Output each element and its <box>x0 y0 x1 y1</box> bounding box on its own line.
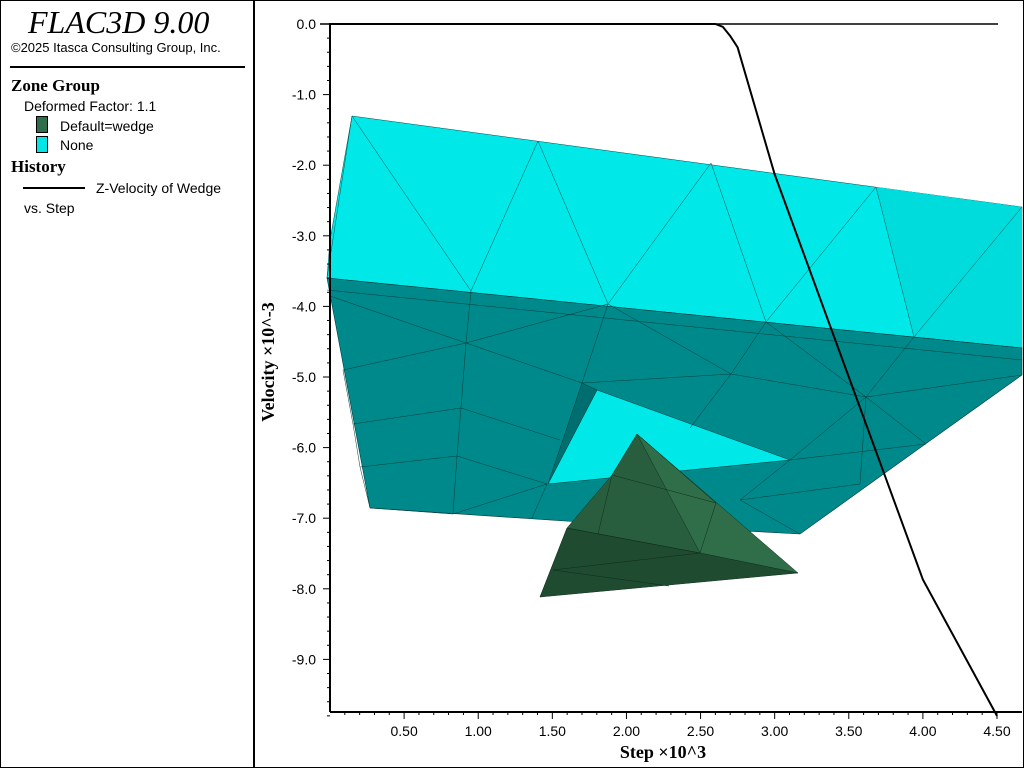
y-tick-label: -5.0 <box>292 369 316 385</box>
history-vs-label: vs. Step <box>24 200 75 216</box>
y-tick-label: -4.0 <box>292 298 316 314</box>
legend-swatch-none <box>36 136 48 153</box>
cyan-side-face <box>876 187 1022 348</box>
legend-panel: FLAC3D 9.00 ©2025 Itasca Consulting Grou… <box>0 0 255 768</box>
x-tick-label: 3.50 <box>835 723 862 739</box>
x-tick-label: 4.50 <box>983 723 1010 739</box>
y-axis-label: Velocity ×10^-3 <box>258 302 278 422</box>
y-ticks: 0.0 -1.0 -2.0 -3.0 -4.0 -5.0 -6.0 -7.0 -8.0 -9.0 <box>292 16 330 717</box>
series-line-z-velocity <box>330 23 998 717</box>
copyright-text: ©2025 Itasca Consulting Group, Inc. <box>11 40 221 55</box>
y-tick-label: -3.0 <box>292 228 316 244</box>
y-tick-label: -1.0 <box>292 87 316 103</box>
history-line-sample <box>23 187 85 189</box>
x-tick-label: 2.50 <box>687 723 714 739</box>
x-ticks: 0.50 1.00 1.50 2.00 2.50 3.00 3.50 4.00 4.50 <box>344 712 1011 739</box>
teal-mesh-lines <box>326 289 1023 535</box>
app-title: FLAC3D 9.00 <box>28 4 210 40</box>
y-tick-label: -9.0 <box>292 651 316 667</box>
deformed-model-view <box>326 115 1023 598</box>
cavity-wall <box>547 382 598 485</box>
y-tick-label: 0.0 <box>297 16 317 32</box>
x-axis-label: Step ×10^3 <box>620 742 706 762</box>
deformed-factor-label: Deformed Factor: 1.1 <box>24 98 157 114</box>
x-tick-label: 3.00 <box>761 723 788 739</box>
legend-label-wedge: Default=wedge <box>60 118 154 134</box>
x-tick-label: 4.00 <box>909 723 936 739</box>
legend-label-none: None <box>60 137 94 153</box>
history-heading: History <box>11 157 66 176</box>
y-tick-label: -8.0 <box>292 581 316 597</box>
y-tick-label: -7.0 <box>292 510 316 526</box>
wedge-mesh-lines <box>552 433 717 587</box>
plot-axes: 0.0-1.0-2.0-3.0-4.0-5.0-6.0-7.0-8.0-9.0 … <box>292 16 1022 739</box>
x-tick-label: 1.50 <box>539 723 566 739</box>
x-tick-label: 2.00 <box>613 723 640 739</box>
legend-divider <box>10 66 245 68</box>
y-tick-label: -6.0 <box>292 440 316 456</box>
zone-group-heading: Zone Group <box>11 76 100 95</box>
x-tick-label: 1.00 <box>465 723 492 739</box>
cyan-mesh-lines <box>326 115 1023 338</box>
x-tick-label: 0.50 <box>390 723 417 739</box>
y-tick-label: -2.0 <box>292 157 316 173</box>
history-series-label: Z-Velocity of Wedge <box>96 180 222 196</box>
legend-swatch-wedge <box>36 116 48 133</box>
